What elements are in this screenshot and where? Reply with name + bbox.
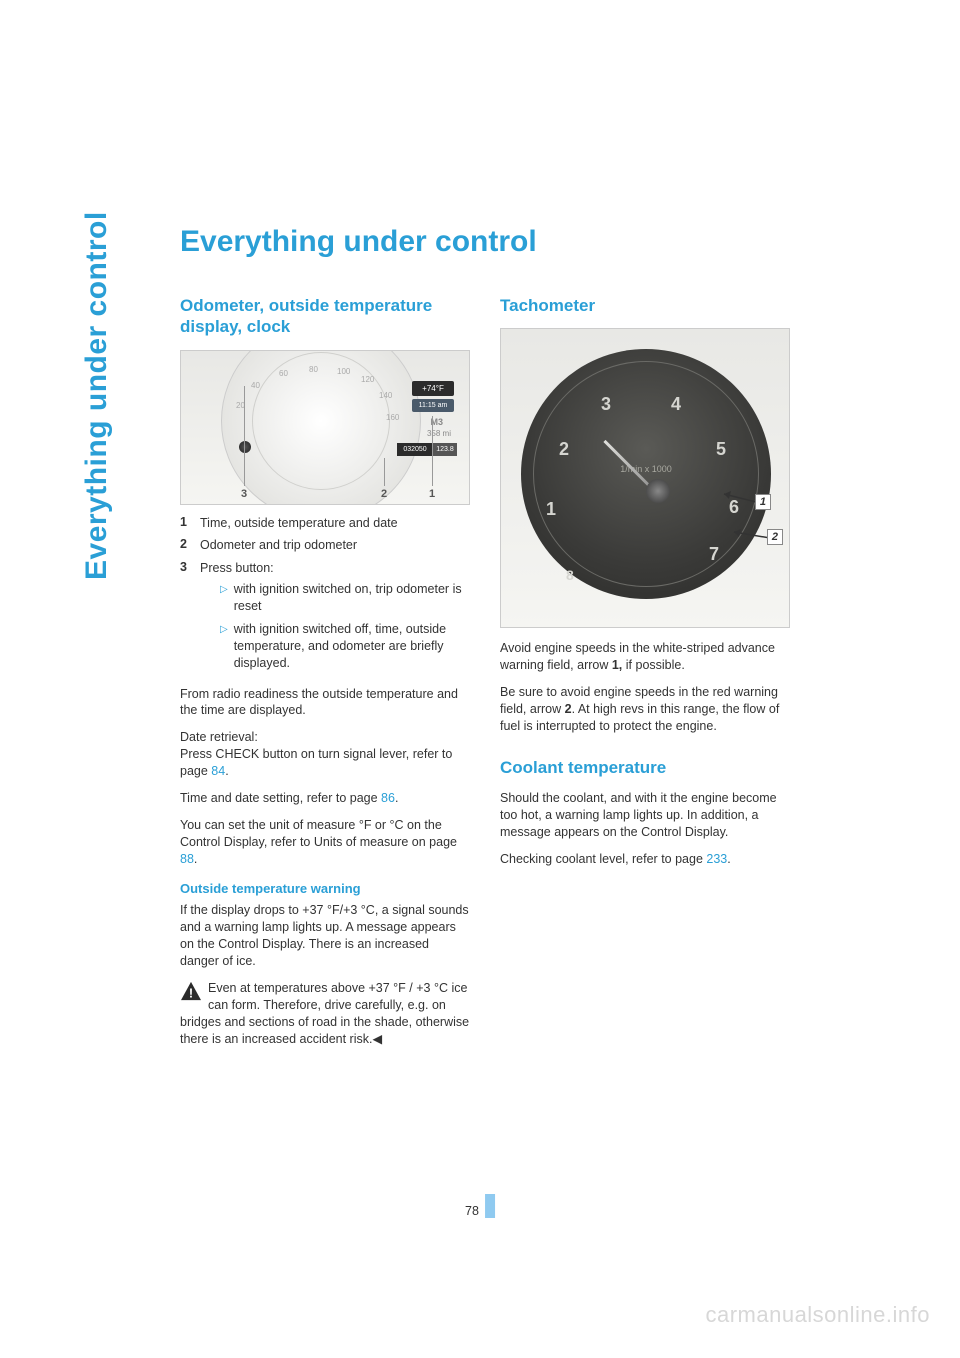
triangle-bullet-icon: ▷ [220,623,228,672]
arrow-label-1: 1 [755,494,771,510]
odometer-lcd: 032050 123.8 [397,443,457,456]
warning-paragraph: ! Even at temperatures above +37 °F / +3… [180,980,470,1048]
text: Checking coolant level, refer to page [500,852,706,866]
callout-1: 1 [429,488,435,500]
text: . [194,852,197,866]
sublist-text: with ignition switched off, time, outsid… [234,621,470,672]
text: You can set the unit of measure °F or °C… [180,818,457,849]
tick-160: 160 [386,413,399,422]
figure-odometer: 40 20 60 80 100 120 140 160 +74°F 11:15 … [180,350,470,505]
paragraph: If the display drops to +37 °F/+3 °C, a … [180,902,470,970]
text: Time and date setting, refer to page [180,791,381,805]
tach-5: 5 [716,439,726,460]
sublist-item: ▷ with ignition switched on, trip odomet… [220,581,470,615]
miles-label: 358 mi [427,429,451,438]
callout-line-1 [432,416,433,486]
heading-coolant: Coolant temperature [500,757,790,778]
tick-100: 100 [337,367,350,376]
reset-knob [239,441,251,453]
warning-text: Even at temperatures above +37 °F / +3 °… [180,981,469,1046]
tach-8: 8 [566,567,574,583]
paragraph: Should the coolant, and with it the engi… [500,790,790,841]
legend-text: Press button: ▷ with ignition switched o… [200,560,470,677]
heading-tachometer: Tachometer [500,295,790,316]
page-link[interactable]: 86 [381,791,395,805]
page-link[interactable]: 233 [706,852,727,866]
legend-text-inner: Press button: [200,561,274,575]
page-link[interactable]: 88 [180,852,194,866]
bold-ref: 2 [565,702,572,716]
time-badge: 11:15 am [412,399,454,412]
tick-60: 60 [279,369,288,378]
page-number-wrap: 78 [465,1194,495,1218]
page-link[interactable]: 84 [211,764,225,778]
legend-item: 1 Time, outside temperature and date [180,515,470,532]
text: Date retrieval: [180,730,258,744]
speedometer-gauge [221,350,421,505]
triangle-bullet-icon: ▷ [220,583,228,615]
paragraph: Avoid engine speeds in the white-striped… [500,640,790,674]
watermark: carmanualsonline.info [705,1302,930,1328]
arrow-label-2: 2 [767,529,783,545]
legend-list: 1 Time, outside temperature and date 2 O… [180,515,470,678]
callout-2: 2 [381,488,387,500]
callout-line-2 [384,458,385,486]
page-marker-bar [485,1194,495,1218]
heading-odometer: Odometer, outside temperature display, c… [180,295,470,338]
sidebar-section-label: Everything under control [80,211,114,580]
paragraph: Time and date setting, refer to page 86. [180,790,470,807]
tach-4: 4 [671,394,681,415]
callout-3: 3 [241,488,247,500]
legend-text: Time, outside temperature and date [200,515,398,532]
paragraph: Be sure to avoid engine speeds in the re… [500,684,790,735]
heading-outside-temp-warning: Outside temperature warning [180,881,470,896]
temp-badge: +74°F [412,381,454,396]
sublist: ▷ with ignition switched on, trip odomet… [220,581,470,671]
tach-hub [646,479,670,503]
sublist-item: ▷ with ignition switched off, time, outs… [220,621,470,672]
text: . [395,791,398,805]
legend-num: 1 [180,515,200,532]
trip-value: 123.8 [433,443,457,456]
tach-2: 2 [559,439,569,460]
paragraph: You can set the unit of measure °F or °C… [180,817,470,868]
tach-7: 7 [709,544,719,565]
legend-num: 3 [180,560,200,677]
tachometer-dial: 1 2 3 4 5 6 7 8 1/min x 1000 [521,349,771,599]
legend-item: 2 Odometer and trip odometer [180,537,470,554]
warning-icon: ! [180,981,202,1001]
paragraph: From radio readiness the outside tempera… [180,686,470,720]
svg-text:!: ! [189,985,193,1000]
page-content: Everything under control Odometer, outsi… [180,225,880,1057]
text: . [225,764,228,778]
left-column: Odometer, outside temperature display, c… [180,295,470,1057]
tach-3: 3 [601,394,611,415]
legend-item: 3 Press button: ▷ with ignition switched… [180,560,470,677]
page-title: Everything under control [180,225,880,259]
page-number: 78 [465,1204,479,1218]
odometer-value: 032050 [397,446,433,453]
figure-tachometer: 1 2 3 4 5 6 7 8 1/min x 1000 [500,328,790,628]
text: if possible. [622,658,685,672]
tick-80: 80 [309,365,318,374]
paragraph: Date retrieval: Press CHECK button on tu… [180,729,470,780]
tick-120: 120 [361,375,374,384]
legend-text: Odometer and trip odometer [200,537,357,554]
text: . [727,852,730,866]
right-column: Tachometer 1 2 3 4 5 6 7 8 1/min x 1000 [500,295,790,1057]
legend-num: 2 [180,537,200,554]
tick-40: 40 [251,381,260,390]
tach-1: 1 [546,499,556,520]
paragraph: Checking coolant level, refer to page 23… [500,851,790,868]
columns: Odometer, outside temperature display, c… [180,295,880,1057]
bold-ref: 1, [612,658,622,672]
sublist-text: with ignition switched on, trip odometer… [234,581,470,615]
tick-140: 140 [379,391,392,400]
callout-line-3 [244,386,245,486]
